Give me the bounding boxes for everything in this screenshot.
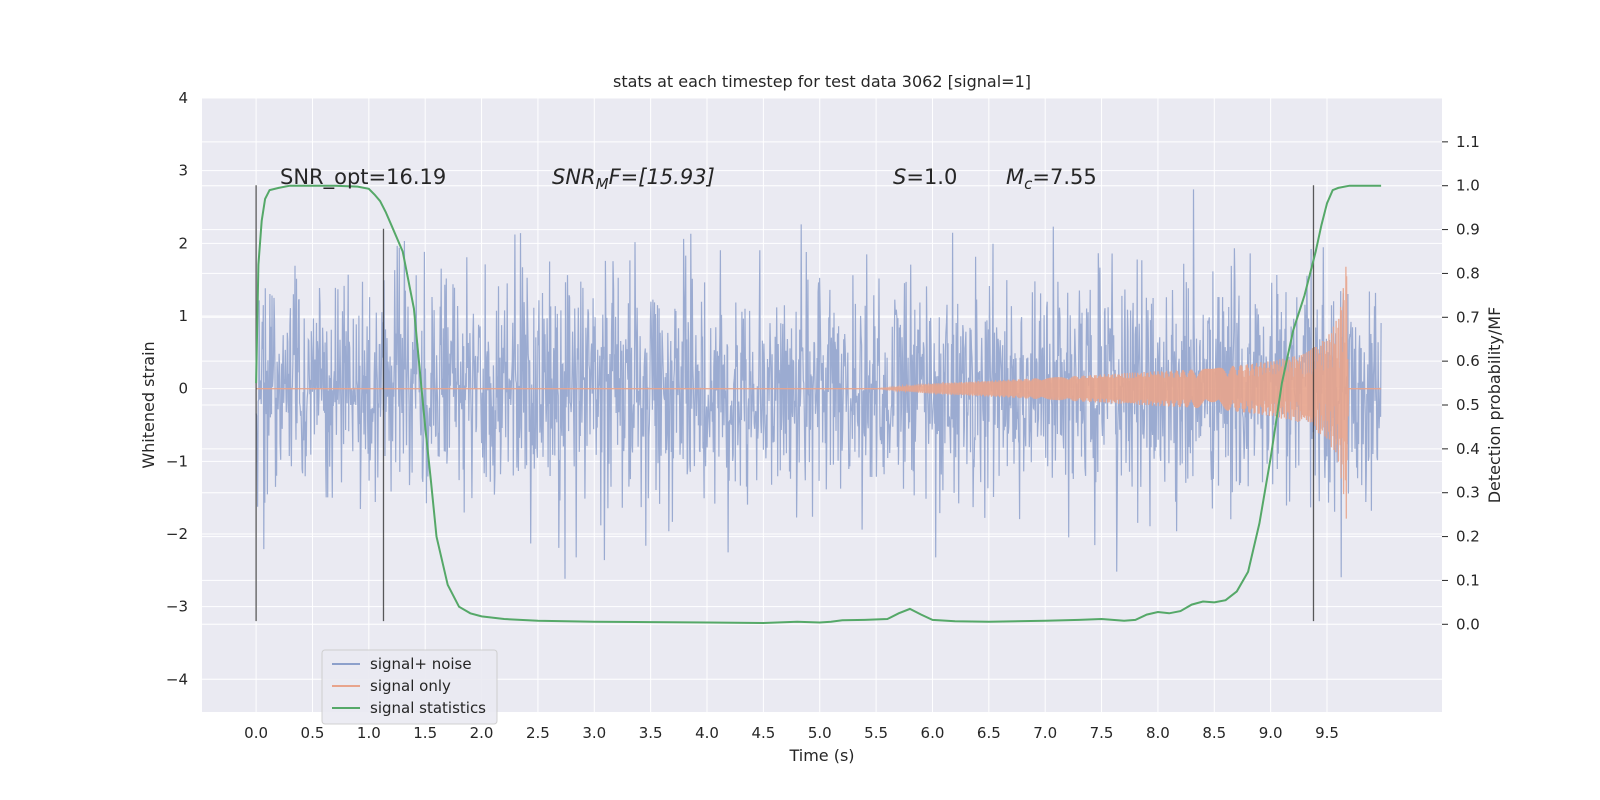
annotation-snr-mf-rest: F=[15.93] — [609, 165, 715, 189]
y-left-tick-label: 3 — [178, 162, 188, 180]
legend: signal+ noise signal only signal statist… — [321, 649, 498, 725]
y-right-tick-label: 0.4 — [1456, 440, 1480, 458]
annotation-snr-opt: SNR_opt=16.19 — [280, 165, 446, 190]
annotation-snr-mf-main: SNR — [552, 165, 596, 189]
y-right-tick-label: 1.0 — [1456, 177, 1480, 195]
y-right-tick-label: 0.8 — [1456, 264, 1480, 282]
x-tick-label: 9.5 — [1315, 724, 1339, 742]
x-tick-label: 7.5 — [1090, 724, 1114, 742]
x-tick-label: 6.0 — [921, 724, 945, 742]
signal-noise-line — [255, 189, 1382, 579]
y-left-tick-label: 1 — [178, 307, 188, 325]
y-left-tick-label: 4 — [178, 89, 188, 107]
x-tick-label: 1.5 — [413, 724, 437, 742]
y-right-tick-label: 0.3 — [1456, 484, 1480, 502]
y-left-tick-label: 2 — [178, 234, 188, 252]
x-tick-label: 5.0 — [808, 724, 832, 742]
annotation-s-rest: =1.0 — [906, 165, 957, 189]
x-tick-label: 9.0 — [1259, 724, 1283, 742]
x-tick-label: 8.5 — [1202, 724, 1226, 742]
y-right-tick-label: 1.1 — [1456, 133, 1480, 151]
annotation-mc-rest: =7.55 — [1032, 165, 1096, 189]
y-right-tick-label: 0.5 — [1456, 396, 1480, 414]
annotation-s: S=1.0 — [893, 165, 957, 189]
annotation-snr-mf: SNRMF=[15.93] — [552, 165, 715, 193]
annotation-mc: Mc=7.55 — [1006, 165, 1097, 193]
y-right-tick-label: 0.1 — [1456, 571, 1480, 589]
y-left-tick-label: −3 — [166, 598, 188, 616]
x-tick-label: 3.0 — [582, 724, 606, 742]
y-right-tick-label: 0.2 — [1456, 528, 1480, 546]
y-left-tick-label: −2 — [166, 525, 188, 543]
x-tick-label: 4.5 — [751, 724, 775, 742]
legend-label-signal-only: signal only — [370, 677, 451, 695]
x-tick-label: 4.0 — [695, 724, 719, 742]
x-tick-label: 7.0 — [1033, 724, 1057, 742]
x-axis-ticks: 0.0 0.5 1.0 1.5 2.0 2.5 3.0 3.5 4.0 4.5 5.0 5.5 6.0 6… — [244, 724, 1339, 742]
y-right-axis-label: Detection probability/MF — [1485, 307, 1504, 504]
y-right-tick-label: 0.0 — [1456, 615, 1480, 633]
annotation-s-main: S — [893, 165, 906, 189]
chart-title: stats at each timestep for test data 306… — [613, 72, 1031, 91]
legend-label-signal-statistics: signal statistics — [370, 699, 486, 717]
x-tick-label: 6.5 — [977, 724, 1001, 742]
x-tick-label: 8.0 — [1146, 724, 1170, 742]
signal-statistics-series — [255, 184, 1382, 625]
x-tick-label: 0.0 — [244, 724, 268, 742]
x-tick-label: 1.0 — [357, 724, 381, 742]
signal-statistics-line — [255, 184, 1382, 625]
annotation-mc-main: M — [1006, 165, 1024, 189]
signal-noise-series — [255, 189, 1382, 579]
y-right-tick-label: 0.7 — [1456, 308, 1480, 326]
legend-label-signal-noise: signal+ noise — [370, 655, 472, 673]
y-right-tick-label: 0.9 — [1456, 221, 1480, 239]
x-axis-label: Time (s) — [788, 746, 854, 765]
signal-only-series — [256, 266, 1382, 519]
annotation-snr-mf-sub: M — [596, 175, 609, 193]
annotation-mc-sub: c — [1024, 175, 1033, 193]
y-left-tick-label: 0 — [178, 380, 188, 398]
x-tick-label: 5.5 — [864, 724, 888, 742]
x-tick-label: 0.5 — [301, 724, 325, 742]
y-right-axis-ticks: 1.1 1.0 0.9 0.8 0.7 0.6 0.5 0.4 0.3 0.2 0.1 0.0 — [1442, 133, 1480, 633]
y-left-axis-label: Whitened strain — [139, 341, 158, 468]
x-tick-label: 3.5 — [639, 724, 663, 742]
legend-box — [321, 649, 498, 725]
y-left-tick-label: −1 — [166, 452, 188, 470]
y-right-tick-label: 0.6 — [1456, 352, 1480, 370]
x-tick-label: 2.5 — [526, 724, 550, 742]
y-left-tick-label: −4 — [166, 670, 188, 688]
signal-only-line — [256, 266, 1382, 519]
x-tick-label: 2.0 — [470, 724, 494, 742]
y-left-axis-ticks: 4 3 2 1 0 −1 −2 −3 −4 — [166, 89, 188, 688]
